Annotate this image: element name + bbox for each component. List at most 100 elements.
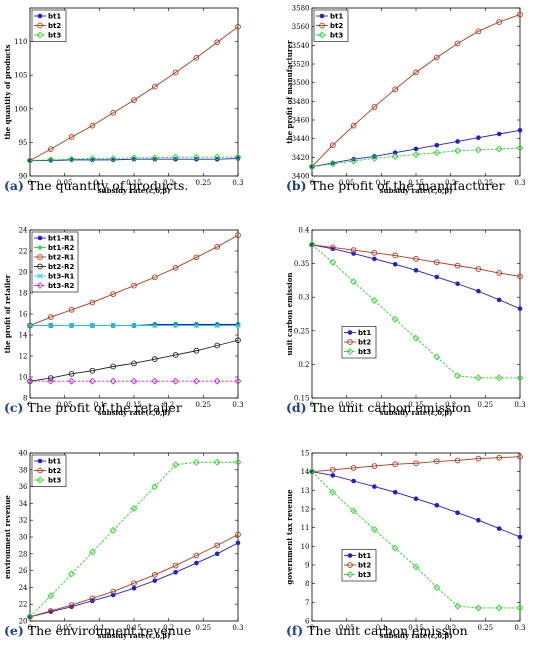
legend-marker-bt3-R1 (37, 273, 43, 279)
data-point-bt3 (47, 592, 55, 600)
y-tick-label: 22 (19, 601, 28, 609)
legend-marker-bt3 (36, 476, 44, 484)
x-tick-label: 0.1 (376, 179, 387, 187)
data-point-bt3 (88, 548, 96, 556)
panel-d: 0 0.05 0.1 0.15 0.2 0.25 0.3 0.15 0.2 0.25 0.3 0.35… (285, 227, 526, 418)
data-point-bt1 (214, 156, 220, 162)
data-point-bt2 (517, 453, 523, 460)
data-point-bt3 (474, 146, 482, 154)
data-point-bt2-R2 (193, 347, 200, 354)
data-point-bt3 (151, 483, 159, 491)
data-point-bt2 (392, 86, 399, 93)
x-tick-label: 0.25 (196, 624, 212, 632)
data-point-bt3 (454, 372, 462, 380)
data-point-bt2 (214, 39, 221, 46)
x-tick-label: 0.2 (163, 401, 174, 409)
y-tick-label: 7 (305, 599, 309, 607)
y-tick-label: 20 (19, 269, 28, 277)
data-point-bt1 (392, 150, 398, 155)
data-point-bt3-R1 (172, 322, 179, 329)
x-tick-label: 0.25 (478, 401, 494, 409)
data-point-bt2 (235, 23, 241, 30)
series-bt1 (309, 242, 523, 311)
x-tick-label: 0.3 (514, 624, 525, 632)
data-point-bt3-R1 (152, 322, 158, 329)
data-point-bt2-R1 (214, 243, 221, 250)
caption-letter: (a) (4, 178, 24, 193)
x-tick-label: 0.1 (94, 401, 105, 409)
data-point-bt3 (516, 374, 524, 382)
data-point-bt1 (413, 496, 419, 502)
y-axis-label: the profit of retailer (3, 274, 12, 353)
data-point-bt3 (370, 154, 378, 162)
data-point-bt2-R1 (68, 306, 75, 313)
data-point-bt2 (151, 83, 158, 90)
legend-marker-bt1 (319, 13, 325, 19)
data-point-bt3 (172, 461, 180, 469)
data-point-bt3-R2 (234, 377, 242, 385)
data-point-bt3-R2 (151, 377, 159, 385)
data-point-bt2-R2 (131, 360, 137, 367)
data-point-bt1 (392, 261, 398, 267)
series-bt1 (309, 469, 523, 540)
caption-text: The environment revenue (24, 623, 191, 638)
x-tick-label: 0.05 (57, 179, 73, 187)
data-point-bt1 (214, 551, 220, 557)
data-point-bt2 (47, 608, 54, 614)
y-tick-label: 3540 (292, 42, 310, 50)
data-point-bt2 (350, 122, 357, 129)
x-tick-label: 0 (310, 179, 314, 187)
series-bt3 (308, 468, 524, 612)
x-tick-label: 0.05 (57, 624, 73, 632)
y-tick-label: 95 (19, 139, 28, 147)
data-point-bt2 (496, 19, 503, 25)
data-point-bt1 (496, 131, 502, 137)
x-tick-label: 0.25 (478, 624, 494, 632)
data-point-bt1 (173, 569, 178, 575)
y-tick-label: 0.35 (294, 260, 310, 268)
y-tick-label: 36 (19, 483, 28, 491)
data-point-bt3-R1 (110, 322, 116, 329)
data-point-bt3 (213, 458, 221, 466)
y-tick-label: 10 (19, 374, 28, 382)
y-tick-label: 110 (14, 38, 27, 46)
legend-marker-bt1 (37, 13, 43, 19)
x-tick-label: 0.15 (126, 179, 142, 187)
data-point-bt2 (392, 461, 399, 468)
data-point-bt3 (109, 155, 117, 162)
panel-e: 0 0.05 0.1 0.15 0.2 0.25 0.3 20 22 24 26 28 30 32 34 36… (3, 450, 244, 641)
data-point-bt3 (433, 583, 441, 591)
panel-caption: (b) The profit of the manufacturer (286, 178, 505, 193)
y-tick-label: 3560 (292, 23, 310, 31)
legend-label-bt1: bt1 (330, 13, 343, 21)
x-tick-label: 0.05 (339, 179, 355, 187)
y-tick-label: 34 (19, 500, 28, 508)
data-point-bt1 (476, 135, 481, 141)
y-tick-label: 3460 (292, 117, 310, 125)
data-point-bt3 (308, 163, 316, 171)
series-line-bt2-R2 (29, 339, 239, 382)
x-axis-label: subsidy rate(ε,δ,β) (98, 408, 171, 417)
data-point-bt1 (455, 139, 460, 144)
data-point-bt3 (234, 458, 242, 466)
data-point-bt1 (392, 489, 398, 495)
data-point-bt2 (350, 465, 357, 471)
series-line-bt3 (311, 147, 521, 168)
data-point-bt2-R2 (151, 356, 158, 363)
data-point-bt1 (476, 288, 481, 294)
y-tick-label: 16 (19, 311, 28, 319)
data-point-bt3 (329, 488, 337, 496)
x-tick-label: 0.1 (376, 624, 387, 632)
y-tick-label: 0.2 (298, 361, 309, 369)
y-tick-label: 3480 (292, 98, 310, 106)
panel-caption: (d) The unit carbon emission (286, 400, 471, 415)
data-point-bt1 (413, 146, 419, 152)
data-point-bt1 (496, 297, 502, 303)
legend-marker-bt2 (347, 562, 353, 568)
panel-c: 0 0.05 0.1 0.15 0.2 0.25 0.3 8 10 12 14 16 18 20 22 24 s… (3, 227, 244, 418)
x-tick-label: 0.15 (126, 624, 142, 632)
y-tick-label: 12 (19, 353, 28, 361)
